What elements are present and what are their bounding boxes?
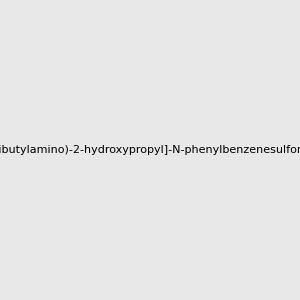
Text: N-[3-(dibutylamino)-2-hydroxypropyl]-N-phenylbenzenesulfonamide: N-[3-(dibutylamino)-2-hydroxypropyl]-N-p… [0, 145, 300, 155]
